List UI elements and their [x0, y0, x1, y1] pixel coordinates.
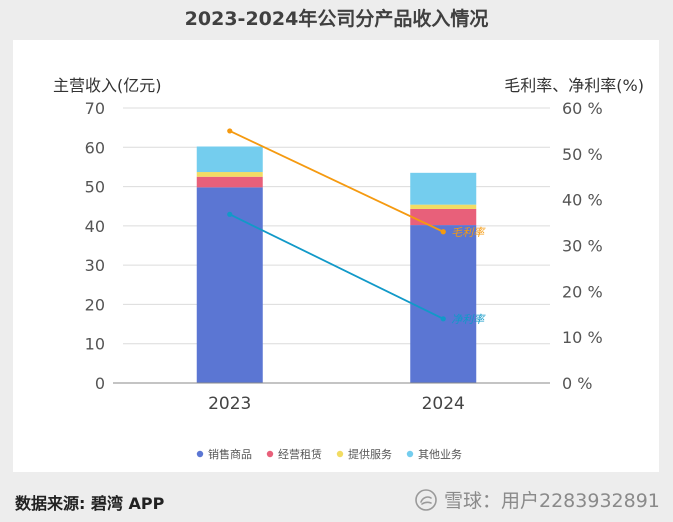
series-point: [440, 316, 446, 322]
series-line-label: 净利率: [451, 313, 486, 326]
axes: 0 10 20 30 40 50 60 70 0 % 10 % 20 % 30 % 40 % 50 % 60…: [53, 76, 644, 414]
y-right-tick-label: 20 %: [562, 282, 603, 301]
legend: 销售商品 经营租赁 提供服务 其他业务: [196, 447, 462, 461]
chart-panel: 毛利率净利率 0 10 20 30 40 50 60 70 0 % 10 % 20 % 30 % 40 …: [13, 40, 659, 472]
y-right-tick-label: 60 %: [562, 99, 603, 118]
legend-label: 其他业务: [418, 448, 462, 461]
series-line-label: 毛利率: [451, 226, 486, 239]
y-left-tick-label: 40: [85, 217, 105, 236]
bar-segment: [196, 172, 263, 177]
snowball-logo-icon: [415, 488, 437, 511]
y-left-tick-label: 10: [85, 335, 105, 354]
bars: [196, 146, 477, 383]
y-left-tick-label: 30: [85, 256, 105, 275]
legend-swatch: [406, 450, 414, 458]
y-right-tick-label: 50 %: [562, 145, 603, 164]
bar-segment: [410, 208, 477, 226]
legend-swatch: [336, 450, 344, 458]
series-point: [440, 229, 446, 235]
legend-label: 经营租赁: [278, 447, 322, 461]
bar-segment: [410, 172, 477, 205]
series-line: [229, 213, 444, 320]
legend-label: 提供服务: [348, 447, 392, 461]
page-title: 2023-2024年公司分产品收入情况: [184, 8, 489, 30]
y-left-axis-title: 主营收入(亿元): [53, 76, 162, 95]
series-point: [227, 211, 233, 217]
y-right-axis-title: 毛利率、净利率(%): [504, 76, 644, 95]
y-right-tick-label: 10 %: [562, 328, 603, 347]
y-left-tick-label: 70: [85, 99, 105, 118]
bar-segment: [410, 204, 477, 209]
y-right-tick-label: 0 %: [562, 374, 592, 393]
y-left-tick-label: 0: [95, 374, 105, 393]
x-tick-label: 2024: [422, 394, 465, 414]
series-line: [229, 130, 444, 233]
bar-segment: [196, 187, 263, 383]
legend-label: 销售商品: [208, 447, 252, 461]
attribution-text: 雪球：用户2283932891: [444, 490, 660, 512]
bar-segment: [196, 176, 263, 188]
bar-segment: [196, 146, 263, 173]
legend-swatch: [196, 450, 204, 458]
y-right-tick-label: 30 %: [562, 237, 603, 256]
bar-segment: [410, 225, 477, 383]
x-tick-label: 2023: [208, 394, 251, 414]
data-source-note: 数据来源: 碧湾 APP: [15, 494, 165, 513]
y-right-tick-label: 40 %: [562, 191, 603, 210]
y-left-tick-label: 50: [85, 178, 105, 197]
series-point: [227, 128, 233, 134]
y-left-tick-label: 20: [85, 295, 105, 314]
attribution: 雪球：用户2283932891: [414, 486, 660, 513]
legend-swatch: [266, 450, 274, 458]
gridlines: [123, 107, 550, 345]
y-left-tick-label: 60: [85, 138, 105, 157]
